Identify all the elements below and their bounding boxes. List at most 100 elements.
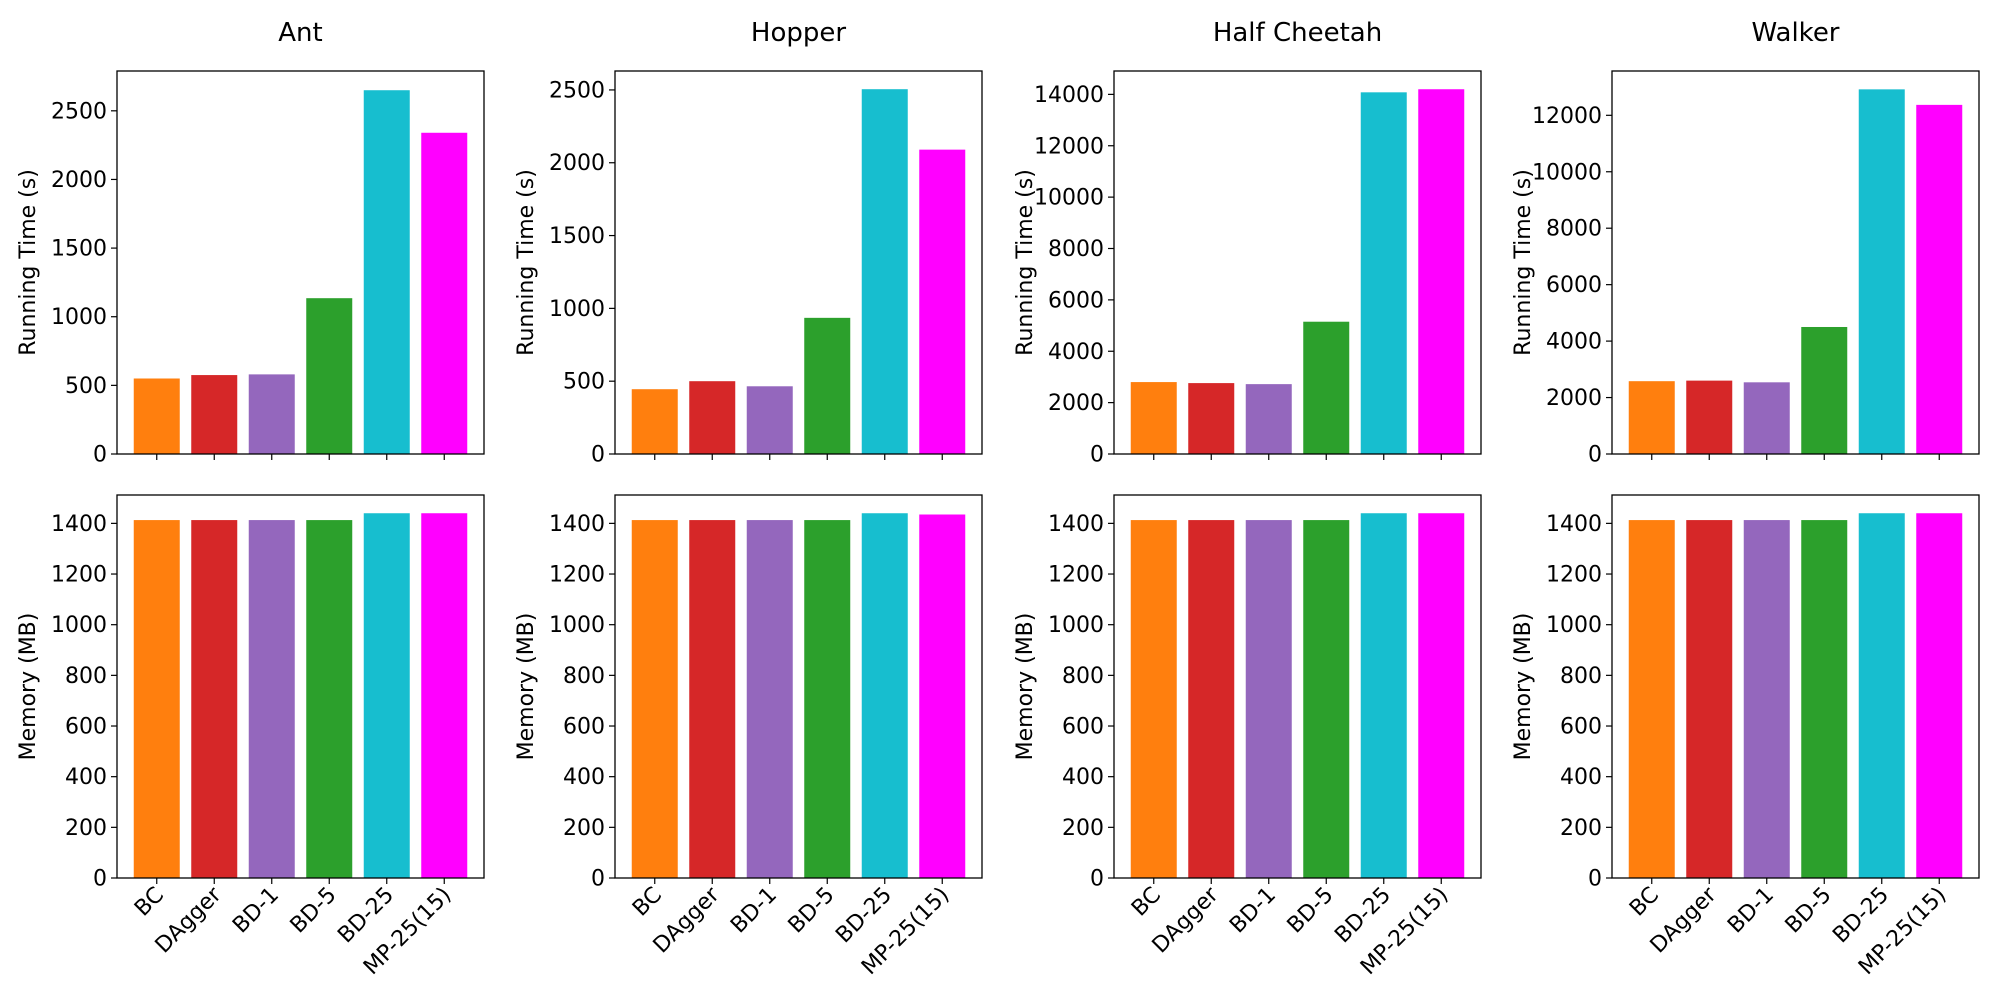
bar-bd-25	[1360, 92, 1407, 454]
y-tick-label: 800	[1560, 664, 1602, 689]
x-tick-label: BC	[1127, 883, 1166, 922]
y-tick-label: 6000	[1546, 273, 1602, 298]
y-tick-label: 1500	[549, 224, 605, 249]
bar-mp-25-15-	[421, 132, 468, 454]
y-tick-label: 0	[93, 443, 107, 468]
bar-bd-5	[804, 317, 851, 454]
bar-bd-1	[1245, 384, 1292, 454]
bar-dagger	[1686, 380, 1733, 454]
y-tick-label: 1500	[51, 237, 107, 262]
y-tick-label: 10000	[1532, 160, 1602, 185]
chart-title: Ant	[278, 18, 322, 48]
y-tick-label: 500	[65, 374, 107, 399]
y-tick-label: 1200	[1048, 563, 1104, 588]
bar-bc	[1130, 520, 1177, 878]
bar-bd-25	[861, 513, 908, 878]
y-axis-label: Running Time (s)	[1013, 169, 1038, 356]
plot-frame	[116, 494, 485, 879]
bar-dagger	[191, 375, 238, 454]
y-tick-label: 2000	[1546, 386, 1602, 411]
chart-title: Hopper	[751, 18, 846, 48]
x-tick-label: DAgger	[151, 882, 227, 958]
bar-bd-5	[306, 298, 353, 454]
y-tick-label: 2000	[1048, 391, 1104, 416]
y-axis-label: Memory (MB)	[514, 613, 539, 761]
x-tick-label: DAgger	[1646, 882, 1722, 958]
y-tick-label: 8000	[1546, 217, 1602, 242]
y-tick-label: 400	[1062, 765, 1104, 790]
bar-bd-25	[861, 89, 908, 454]
y-tick-label: 1000	[51, 305, 107, 330]
bar-bd-5	[1303, 321, 1350, 454]
bar-mp-25-15-	[1916, 513, 1963, 878]
y-tick-label: 0	[1588, 443, 1602, 468]
y-tick-label: 1200	[1546, 563, 1602, 588]
bar-bd-5	[1801, 520, 1848, 878]
plot-frame	[614, 494, 983, 879]
bar-bd-25	[1858, 513, 1905, 878]
y-tick-label: 0	[1090, 867, 1104, 892]
bar-bd-25	[1858, 89, 1905, 454]
y-tick-label: 200	[1560, 816, 1602, 841]
plot-frame	[1113, 70, 1482, 455]
x-tick-label: BD-1	[1723, 883, 1779, 939]
y-tick-label: 1000	[1546, 613, 1602, 638]
bar-bc	[1628, 520, 1675, 878]
y-axis-label: Running Time (s)	[1511, 169, 1536, 356]
bar-bc	[133, 520, 180, 878]
y-tick-label: 800	[65, 664, 107, 689]
y-tick-label: 14000	[1034, 83, 1104, 108]
plot-frame	[116, 70, 485, 455]
y-tick-label: 600	[563, 715, 605, 740]
plot-frame	[1113, 494, 1482, 879]
bar-bd-1	[1743, 382, 1790, 454]
x-tick-label: DAgger	[1148, 882, 1224, 958]
y-tick-label: 0	[591, 867, 605, 892]
y-tick-label: 12000	[1532, 104, 1602, 129]
bar-mp-25-15-	[1418, 513, 1465, 878]
plot-frame	[1611, 494, 1980, 879]
bar-bd-1	[1743, 520, 1790, 878]
bar-bd-25	[1360, 513, 1407, 878]
x-tick-label: BD-1	[228, 883, 284, 939]
y-tick-label: 200	[563, 816, 605, 841]
bar-dagger	[191, 520, 238, 878]
y-tick-label: 0	[93, 867, 107, 892]
bar-dagger	[1188, 520, 1235, 878]
bar-bc	[1130, 382, 1177, 454]
y-tick-label: 1200	[51, 563, 107, 588]
plot-frame	[614, 70, 983, 455]
y-tick-label: 1000	[549, 297, 605, 322]
y-tick-label: 2000	[51, 168, 107, 193]
bar-mp-25-15-	[421, 513, 468, 878]
x-tick-label: BC	[1625, 883, 1664, 922]
y-tick-label: 800	[563, 664, 605, 689]
y-tick-label: 0	[591, 443, 605, 468]
chart-title: Half Cheetah	[1213, 18, 1382, 48]
y-tick-label: 1000	[549, 613, 605, 638]
y-tick-label: 1000	[1048, 613, 1104, 638]
bar-bc	[631, 389, 678, 454]
bar-dagger	[689, 520, 736, 878]
bar-mp-25-15-	[1916, 104, 1963, 455]
chart-title: Walker	[1751, 18, 1839, 48]
bar-bd-5	[1801, 326, 1848, 454]
bar-mp-25-15-	[1418, 89, 1465, 455]
y-tick-label: 4000	[1546, 330, 1602, 355]
y-axis-label: Memory (MB)	[16, 613, 41, 761]
bar-bd-1	[248, 374, 295, 454]
y-tick-label: 2500	[549, 78, 605, 103]
y-tick-label: 400	[563, 765, 605, 790]
y-tick-label: 200	[65, 816, 107, 841]
y-tick-label: 0	[1090, 443, 1104, 468]
bar-mp-25-15-	[919, 514, 966, 878]
bar-bd-25	[363, 513, 410, 878]
bar-bd-1	[248, 520, 295, 878]
bar-bd-25	[363, 90, 410, 454]
y-tick-label: 12000	[1034, 134, 1104, 159]
y-tick-label: 400	[65, 765, 107, 790]
y-tick-label: 10000	[1034, 186, 1104, 211]
y-tick-label: 600	[1062, 715, 1104, 740]
y-axis-label: Running Time (s)	[16, 169, 41, 356]
